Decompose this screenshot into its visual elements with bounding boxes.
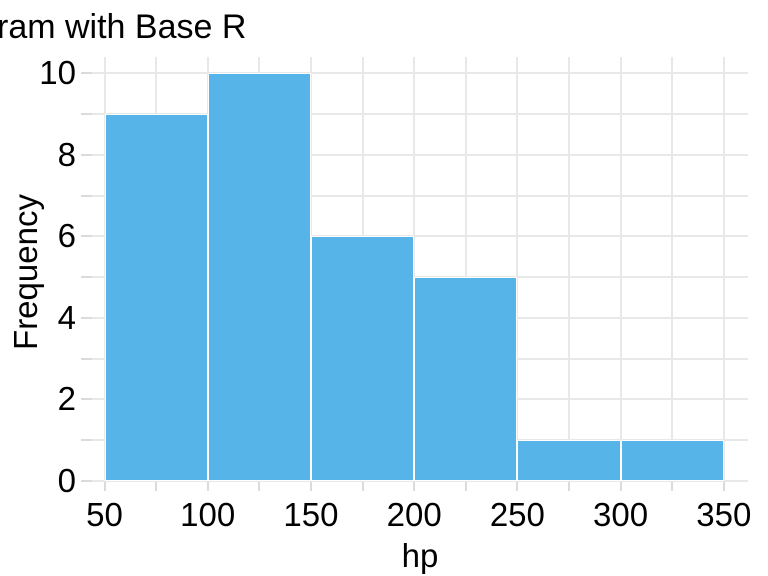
gridline-vertical xyxy=(516,57,519,481)
gridline-horizontal xyxy=(92,113,748,116)
y-tick-label: 0 xyxy=(57,462,76,499)
y-tick xyxy=(81,439,92,442)
gridline-vertical xyxy=(722,57,725,481)
y-axis-title: Frequency xyxy=(7,194,44,350)
y-tick xyxy=(81,113,92,116)
x-tick-label: 150 xyxy=(283,496,339,533)
x-tick xyxy=(309,482,312,491)
gridline-vertical xyxy=(464,57,467,481)
y-tick xyxy=(81,153,92,156)
gridline-horizontal xyxy=(92,194,748,197)
histogram-bar-250-300 xyxy=(517,440,621,481)
x-tick xyxy=(464,482,467,491)
x-tick xyxy=(155,482,158,491)
histogram-bar-200-250 xyxy=(414,277,518,481)
x-tick xyxy=(413,482,416,491)
y-tick-label: 2 xyxy=(57,380,76,418)
x-tick-label: 350 xyxy=(696,496,752,533)
x-axis-title: hp xyxy=(401,537,439,574)
gridline-horizontal xyxy=(92,72,748,75)
y-tick xyxy=(81,398,92,401)
y-tick-label: 10 xyxy=(39,54,76,92)
x-tick-label: 200 xyxy=(386,496,442,533)
y-tick xyxy=(81,235,92,238)
y-tick-label: 8 xyxy=(57,135,76,173)
gridline-vertical xyxy=(671,57,674,481)
x-tick xyxy=(206,482,209,491)
x-tick-label: 300 xyxy=(593,496,649,533)
gridline-horizontal xyxy=(92,235,748,238)
y-tick xyxy=(81,316,92,319)
gridline-vertical xyxy=(413,57,416,481)
x-tick xyxy=(516,482,519,491)
gridline-horizontal xyxy=(92,480,748,482)
y-tick-label: 4 xyxy=(57,298,76,336)
y-tick xyxy=(81,72,92,75)
histogram-bar-300-350 xyxy=(620,440,724,481)
x-tick xyxy=(567,482,570,491)
gridline-horizontal xyxy=(92,153,748,156)
x-tick xyxy=(722,482,725,491)
x-tick xyxy=(671,482,674,491)
x-tick xyxy=(619,482,622,491)
histogram-bar-150-200 xyxy=(310,236,415,481)
x-tick xyxy=(361,482,364,491)
y-tick xyxy=(81,480,92,482)
x-tick-label: 50 xyxy=(86,496,123,533)
x-tick-label: 100 xyxy=(180,496,236,533)
chart-title: ram with Base R xyxy=(0,8,247,46)
x-tick xyxy=(103,482,106,491)
y-tick xyxy=(81,357,92,360)
y-tick xyxy=(81,276,92,279)
x-tick-label: 250 xyxy=(489,496,545,533)
gridline-vertical xyxy=(619,57,622,481)
gridline-vertical xyxy=(567,57,570,481)
y-tick-label: 6 xyxy=(57,217,76,255)
x-tick xyxy=(258,482,261,491)
histogram-bar-50-100 xyxy=(104,114,208,481)
histogram-bar-100-150 xyxy=(207,73,311,481)
y-tick xyxy=(81,194,92,197)
